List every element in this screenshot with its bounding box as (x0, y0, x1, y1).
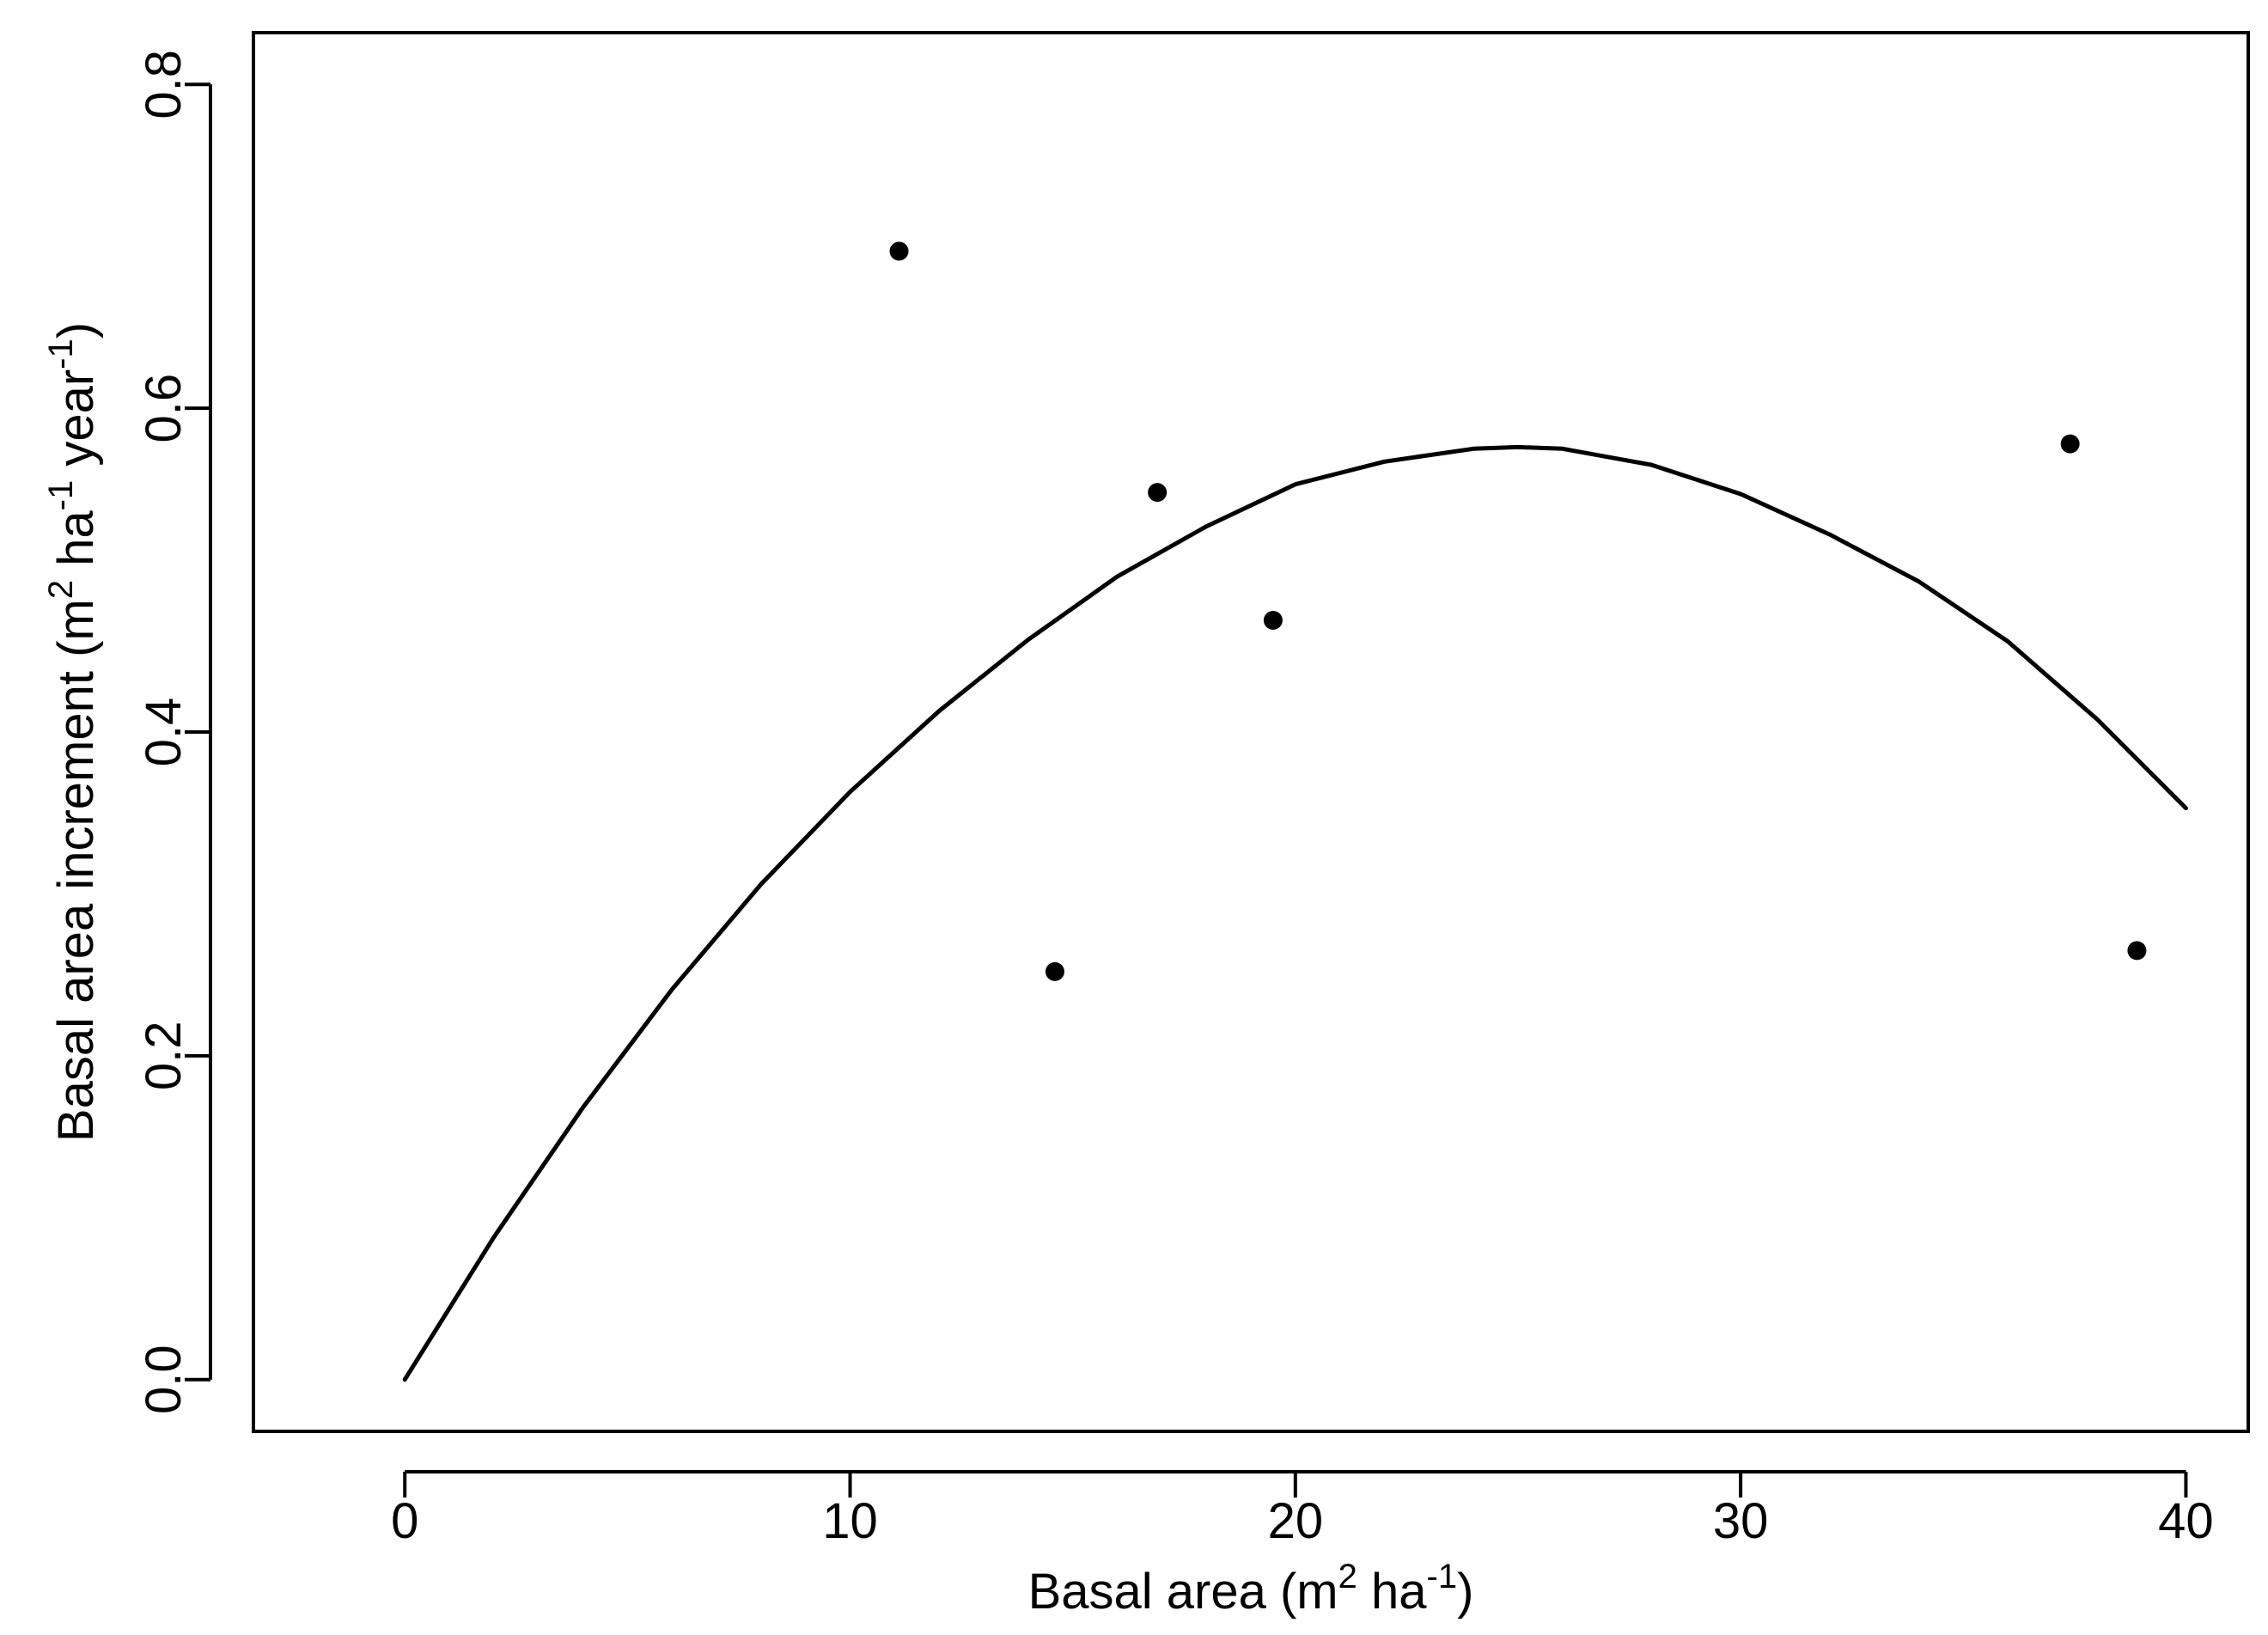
x-tick-label: 20 (1268, 1493, 1324, 1549)
y-axis-label-text: Basal area increment (m (48, 599, 104, 1142)
x-tick-label: 30 (1713, 1493, 1769, 1549)
fit-curve-line (402, 444, 2188, 1382)
y-tick-label: 0.6 (136, 374, 192, 443)
x-axis-label: Basal area (m2 ha-1) (1028, 1558, 1474, 1620)
x-tick-label: 10 (822, 1493, 878, 1549)
data-point (889, 241, 909, 261)
x-axis-label-text: ha (1357, 1564, 1427, 1620)
y-tick-label: 0.2 (136, 1022, 192, 1091)
y-axis-label-text: ha (48, 510, 104, 580)
y-tick-label: 0.0 (136, 1345, 192, 1414)
y-tick-label: 0.4 (136, 698, 192, 767)
x-axis-label-text: ) (1457, 1564, 1473, 1620)
x-axis-label-text: Basal area (m (1028, 1564, 1338, 1620)
y-axis-label-sup: 2 (42, 580, 80, 599)
x-tick-label: 0 (391, 1493, 418, 1549)
data-point (2127, 941, 2147, 961)
data-point (1263, 610, 1283, 630)
x-axis: 0 10 20 30 40 (391, 1470, 2214, 1549)
fit-curve-layer (402, 444, 2188, 1382)
y-tick-label: 0.8 (136, 50, 192, 119)
y-axis-label: Basal area increment (m2 ha-1 year-1) (42, 322, 104, 1142)
data-points (889, 241, 2147, 981)
x-tick-label: 40 (2158, 1493, 2214, 1549)
y-axis: 0.0 0.2 0.4 0.6 0.8 (136, 50, 212, 1414)
y-axis-label-text: year (48, 369, 104, 480)
x-axis-label-sup: -1 (1427, 1558, 1458, 1595)
plot-frame (252, 31, 2250, 1433)
data-point (1148, 483, 1168, 503)
y-axis-label-sup: -1 (42, 480, 80, 511)
y-axis-label-sup: -1 (42, 339, 80, 369)
y-axis-label-text: ) (48, 322, 104, 339)
x-axis-label-sup: 2 (1338, 1558, 1357, 1595)
data-point (2060, 434, 2080, 454)
data-point (1045, 961, 1064, 981)
